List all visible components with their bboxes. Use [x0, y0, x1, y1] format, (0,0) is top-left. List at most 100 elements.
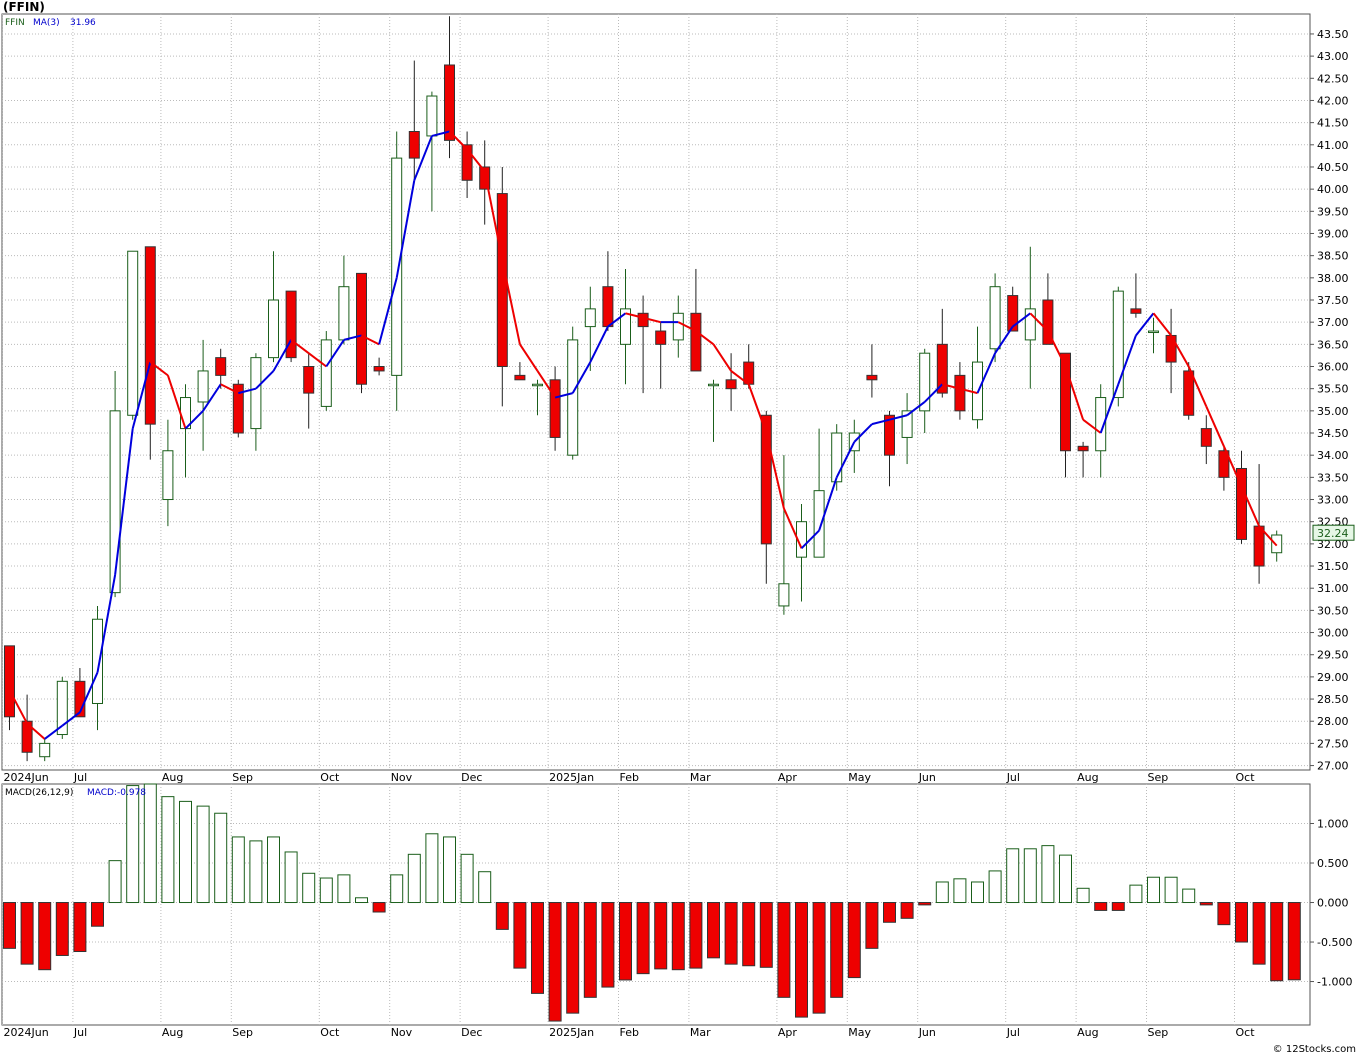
candle-body [162, 450, 174, 501]
ma3-line-segment [994, 326, 1014, 354]
candle-up [708, 379, 719, 442]
price-tick-label: 29.50 [1317, 649, 1349, 662]
macd-bar-negative [636, 902, 650, 975]
candle-up [109, 370, 121, 598]
candle-up [162, 419, 174, 527]
ma3-line-segment [1170, 334, 1190, 367]
macd-bar-positive [214, 812, 228, 904]
macd-bar-negative [777, 902, 791, 998]
macd-bar-positive [1041, 845, 1055, 904]
candle-down [1077, 441, 1089, 478]
price-tick-label: 43.50 [1317, 28, 1349, 41]
candle-up [1112, 286, 1124, 407]
price-tick-label: 41.50 [1317, 117, 1349, 130]
candle-body [1253, 525, 1265, 567]
macd-bar-negative [918, 902, 932, 906]
candle-body [584, 308, 596, 328]
candle-body [936, 343, 948, 394]
ma3-line-segment [78, 672, 99, 713]
price-tick-label: 41.00 [1317, 139, 1349, 152]
candle-body [391, 157, 403, 376]
legend-ma-value: 31.96 [70, 18, 96, 28]
candle-body [92, 618, 103, 704]
price-tick-label: 28.50 [1317, 693, 1349, 706]
candle-up [919, 348, 931, 434]
price-month-label: Mar [690, 771, 711, 784]
macd-bar-negative [900, 902, 914, 919]
candle-down [232, 379, 244, 438]
candle-down [1218, 446, 1230, 491]
candle-body [144, 246, 156, 425]
candle-up [901, 393, 913, 465]
price-tick-label: 39.50 [1317, 205, 1349, 218]
candle-up [391, 131, 403, 411]
ma3-line-segment [695, 330, 715, 346]
macd-bar-positive [1164, 876, 1178, 904]
candle-body [197, 370, 209, 403]
candle-body [285, 290, 297, 359]
candle-up [127, 250, 139, 420]
macd-bar-positive [108, 860, 122, 904]
candle-body [549, 379, 561, 438]
macd-bar-positive [126, 785, 140, 904]
price-month-label: Jul [73, 771, 87, 784]
ma3-line-segment [131, 361, 152, 429]
price-month-label: Jun [918, 771, 936, 784]
candle-body [109, 410, 121, 594]
candle-down [954, 362, 966, 420]
legend-ma-label: MA(3) [33, 18, 60, 28]
macd-bar-negative [513, 902, 527, 969]
macd-bar-positive [284, 851, 298, 904]
ma3-line-segment [554, 392, 573, 399]
macd-month-label: Nov [391, 1026, 413, 1039]
macd-bar-negative [724, 902, 738, 965]
price-tick-label: 27.00 [1317, 760, 1349, 773]
macd-tick-label: 0.000 [1317, 897, 1349, 910]
ma3-line-segment [448, 130, 468, 150]
ma3-line-segment [184, 410, 204, 430]
macd-bar-negative [812, 902, 826, 1014]
ma3-line-segment [942, 383, 961, 390]
price-plot-frame [1, 13, 1311, 771]
macd-bar-positive [1129, 884, 1143, 904]
ma3-line-segment [730, 370, 750, 386]
macd-bar-positive [443, 836, 456, 904]
candle-up [813, 428, 825, 558]
candle-body [655, 330, 667, 345]
ma3-line-segment [343, 334, 362, 341]
ma3-line-segment [800, 529, 820, 550]
candle-body [268, 299, 279, 359]
ma3-line-segment [272, 339, 292, 372]
price-month-label: Oct [1236, 771, 1256, 784]
macd-bar-negative [865, 902, 879, 949]
price-month-label: Aug [1077, 771, 1098, 784]
macd-legend-label: MACD(26,12,9) [5, 788, 73, 798]
ma3-line-segment [1047, 330, 1067, 367]
macd-bar-positive [267, 836, 280, 904]
price-tick-label: 28.00 [1317, 715, 1349, 728]
candle-body [461, 144, 473, 181]
candle-down [373, 357, 385, 376]
candle-body [1095, 397, 1107, 452]
candle-body [1236, 467, 1247, 540]
ma3-line-segment [923, 383, 944, 403]
macd-month-label: Aug [162, 1026, 183, 1039]
candle-up [320, 331, 332, 411]
candle-body [919, 352, 931, 412]
candle-up [989, 273, 1001, 363]
candle-up [1148, 317, 1159, 354]
ma3-line-segment [1240, 485, 1261, 527]
ma3-line-segment [835, 441, 856, 478]
ma3-line-segment [1029, 312, 1049, 332]
candle-body [320, 339, 332, 407]
macd-bar-negative [601, 902, 615, 988]
legend-ticker: FFIN [5, 18, 25, 28]
ma3-line-segment [1187, 366, 1208, 407]
candle-body [215, 357, 227, 376]
candle-body [725, 379, 737, 390]
candle-up [1024, 246, 1036, 389]
candle-body [954, 374, 966, 412]
candle-down [461, 131, 473, 199]
candle-body [602, 286, 614, 328]
